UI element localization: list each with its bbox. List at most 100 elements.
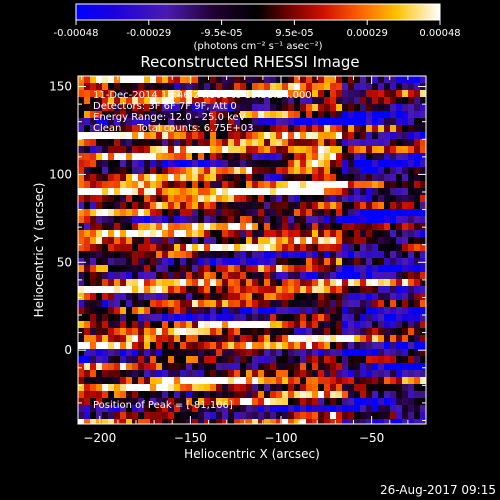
heatmap-cell (138, 216, 145, 224)
heatmap-cell (222, 244, 229, 252)
heatmap-cell (228, 244, 235, 252)
heatmap-cell (354, 321, 361, 329)
heatmap-cell (132, 412, 139, 420)
heatmap-cell (204, 300, 211, 308)
heatmap-cell (210, 104, 217, 112)
heatmap-cell (192, 328, 199, 336)
heatmap-cell (144, 342, 151, 350)
heatmap-cell (276, 279, 283, 287)
heatmap-cell (270, 97, 277, 105)
heatmap-cell (360, 265, 367, 273)
heatmap-cell (240, 118, 247, 126)
heatmap-cell (96, 174, 103, 182)
heatmap-cell (312, 139, 319, 147)
heatmap-cell (186, 111, 193, 119)
heatmap-cell (132, 146, 139, 154)
heatmap-cell (348, 307, 355, 315)
heatmap-cell (222, 216, 229, 224)
heatmap-cell (288, 223, 295, 231)
heatmap-cell (342, 272, 349, 280)
heatmap-cell (78, 370, 85, 378)
heatmap-cell (234, 356, 241, 364)
heatmap-cell (360, 342, 367, 350)
heatmap-cell (234, 223, 241, 231)
heatmap-cell (300, 300, 307, 308)
heatmap-cell (216, 195, 223, 203)
heatmap-cell (132, 398, 139, 406)
heatmap-cell (360, 104, 367, 112)
heatmap-cell (78, 286, 85, 294)
heatmap-cell (96, 153, 103, 161)
heatmap-cell (330, 412, 337, 420)
heatmap-cell (222, 174, 229, 182)
heatmap-cell (144, 160, 151, 168)
heatmap-cell (396, 209, 403, 217)
heatmap-cell (366, 321, 373, 329)
heatmap-cell (258, 111, 265, 119)
heatmap-cell (408, 356, 415, 364)
heatmap-cell (318, 153, 325, 161)
heatmap-cell (372, 181, 379, 189)
heatmap-cell (264, 286, 271, 294)
heatmap-cell (402, 349, 409, 357)
heatmap-cell (168, 398, 175, 406)
heatmap-cell (108, 181, 115, 189)
heatmap-cell (108, 202, 115, 210)
heatmap-cell (108, 111, 115, 119)
heatmap-cell (102, 244, 109, 252)
heatmap-cell (192, 349, 199, 357)
heatmap-cell (198, 321, 205, 329)
heatmap-cell (354, 202, 361, 210)
heatmap-cell (192, 419, 199, 424)
heatmap-cell (210, 335, 217, 343)
heatmap-cell (144, 251, 151, 259)
heatmap-cell (114, 216, 121, 224)
heatmap-cell (186, 314, 193, 322)
heatmap-cell (378, 132, 385, 140)
heatmap-cell (276, 118, 283, 126)
heatmap-cell (192, 237, 199, 245)
heatmap-cell (120, 216, 127, 224)
heatmap-cell (372, 391, 379, 399)
heatmap-cell (126, 230, 133, 238)
heatmap-cell (390, 132, 397, 140)
heatmap-cell (192, 111, 199, 119)
heatmap-cell (126, 111, 133, 119)
heatmap-cell (90, 230, 97, 238)
heatmap-cell (156, 272, 163, 280)
heatmap-cell (102, 160, 109, 168)
heatmap-cell (390, 377, 397, 385)
heatmap-cell (384, 377, 391, 385)
heatmap-cell (282, 405, 289, 413)
heatmap-cell (246, 202, 253, 210)
heatmap-cell (414, 384, 421, 392)
heatmap-cell (360, 419, 367, 424)
heatmap-cell (324, 356, 331, 364)
heatmap-cell (270, 405, 277, 413)
heatmap-cell (342, 300, 349, 308)
x-axis-ticks: −200 −150 −100 −50 (81, 76, 427, 445)
heatmap-cell (300, 321, 307, 329)
heatmap-cell (282, 307, 289, 315)
heatmap-cell (324, 405, 331, 413)
heatmap-cell (168, 216, 175, 224)
heatmap-cell (390, 153, 397, 161)
heatmap-cell (414, 342, 421, 350)
heatmap-cell (150, 209, 157, 217)
heatmap-cell (84, 132, 91, 140)
heatmap-cell (408, 265, 415, 273)
heatmap-cell (108, 328, 115, 336)
heatmap-cell (174, 412, 181, 420)
heatmap-cell (318, 139, 325, 147)
heatmap-cell (198, 223, 205, 231)
heatmap-cell (174, 265, 181, 273)
heatmap-cell (96, 230, 103, 238)
heatmap-cell (330, 335, 337, 343)
heatmap-cell (372, 363, 379, 371)
heatmap-cell (114, 230, 121, 238)
heatmap-cell (288, 412, 295, 420)
heatmap-cell (342, 307, 349, 315)
heatmap-cell (366, 286, 373, 294)
heatmap-cell (204, 412, 211, 420)
heatmap-cell (174, 111, 181, 119)
